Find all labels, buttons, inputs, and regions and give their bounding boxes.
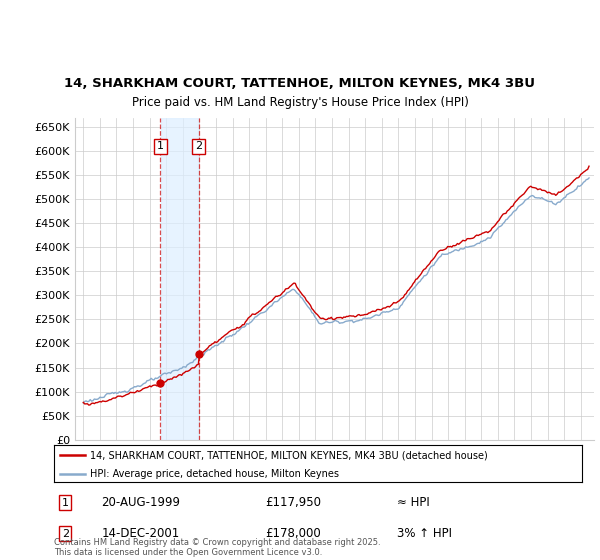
Text: 2: 2 (62, 529, 69, 539)
Text: £117,950: £117,950 (265, 496, 321, 510)
Text: Price paid vs. HM Land Registry's House Price Index (HPI): Price paid vs. HM Land Registry's House … (131, 96, 469, 109)
Text: 20-AUG-1999: 20-AUG-1999 (101, 496, 181, 510)
Text: 3% ↑ HPI: 3% ↑ HPI (397, 527, 452, 540)
Text: 14-DEC-2001: 14-DEC-2001 (101, 527, 180, 540)
Text: 1: 1 (62, 498, 69, 508)
Text: ≈ HPI: ≈ HPI (397, 496, 430, 510)
Text: HPI: Average price, detached house, Milton Keynes: HPI: Average price, detached house, Milt… (90, 469, 339, 479)
Text: 14, SHARKHAM COURT, TATTENHOE, MILTON KEYNES, MK4 3BU: 14, SHARKHAM COURT, TATTENHOE, MILTON KE… (65, 77, 536, 90)
Text: 14, SHARKHAM COURT, TATTENHOE, MILTON KEYNES, MK4 3BU (detached house): 14, SHARKHAM COURT, TATTENHOE, MILTON KE… (90, 450, 488, 460)
Text: £178,000: £178,000 (265, 527, 321, 540)
Text: 1: 1 (157, 142, 164, 151)
Text: Contains HM Land Registry data © Crown copyright and database right 2025.
This d: Contains HM Land Registry data © Crown c… (54, 538, 380, 557)
Text: 2: 2 (195, 142, 202, 151)
